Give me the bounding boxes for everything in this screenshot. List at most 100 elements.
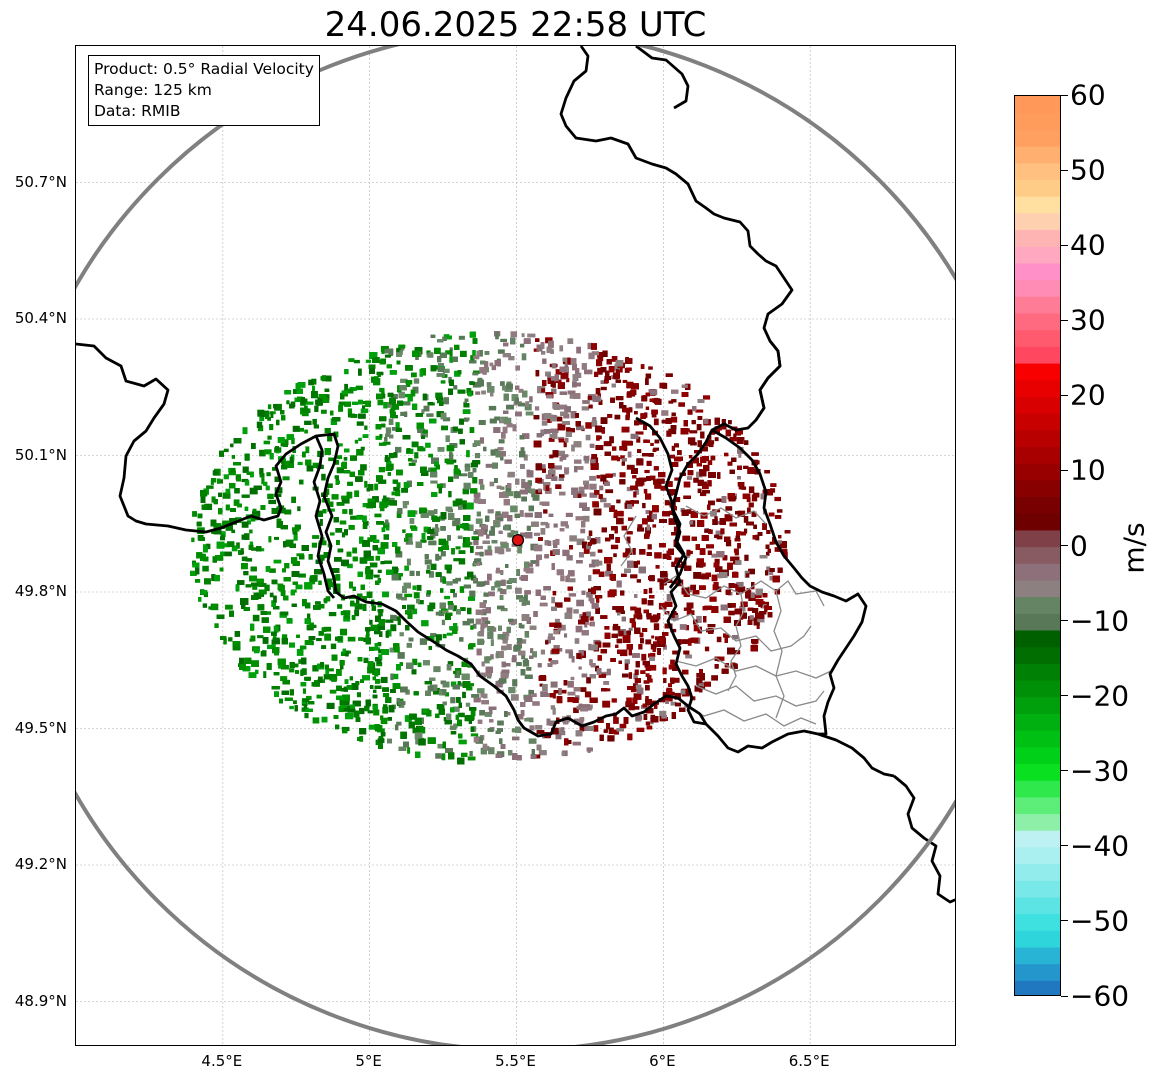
echo-bin [540, 528, 546, 535]
echo-bin [596, 359, 603, 367]
echo-bin [304, 420, 312, 425]
echo-bin [268, 536, 272, 543]
echo-bin [776, 509, 783, 513]
echo-bin [707, 460, 713, 465]
echo-bin [223, 474, 229, 480]
echo-bin [567, 338, 574, 344]
echo-bin [382, 693, 390, 698]
radar-map[interactable] [75, 45, 956, 1046]
echo-bin [748, 486, 755, 494]
echo-bin [452, 706, 460, 712]
echo-bin [611, 698, 617, 703]
echo-bin [766, 551, 770, 556]
echo-bin [619, 472, 626, 478]
echo-bin [421, 620, 429, 627]
echo-bin [658, 472, 666, 478]
echo-bin [746, 497, 751, 503]
echo-bin [386, 402, 393, 408]
echo-bin [481, 617, 489, 621]
echo-bin [710, 510, 717, 517]
echo-bin [595, 641, 602, 648]
echo-bin [321, 409, 327, 414]
echo-bin [429, 602, 436, 609]
echo-bin [435, 555, 442, 560]
echo-bin [267, 435, 272, 440]
echo-bin [485, 620, 491, 624]
echo-bin [441, 619, 446, 626]
echo-bin [259, 414, 265, 421]
echo-bin [559, 404, 568, 410]
echo-bin [478, 479, 484, 485]
echo-bin [289, 642, 295, 648]
echo-bin [305, 446, 310, 454]
echo-bin [530, 560, 536, 564]
echo-bin [670, 659, 675, 665]
echo-bin [609, 505, 615, 512]
echo-bin [562, 549, 570, 557]
echo-bin [351, 401, 359, 405]
echo-bin [521, 353, 527, 361]
echo-bin [449, 349, 453, 357]
echo-bin [459, 473, 468, 477]
echo-bin [420, 539, 427, 543]
echo-bin [602, 350, 608, 357]
echo-bin [707, 550, 712, 555]
echo-bin [550, 414, 557, 419]
echo-bin [330, 418, 338, 425]
echo-bin [682, 535, 691, 542]
echo-bin [473, 370, 480, 374]
echo-bin [634, 607, 642, 615]
echo-bin [584, 623, 588, 628]
echo-bin [548, 513, 554, 517]
echo-bin [413, 378, 420, 384]
echo-bin [362, 503, 368, 508]
echo-bin [591, 420, 598, 427]
echo-bin [745, 590, 752, 597]
echo-bin [703, 443, 711, 447]
echo-bin [555, 602, 563, 608]
echo-bin [347, 650, 351, 654]
echo-bin [540, 521, 548, 526]
echo-bin [603, 441, 612, 447]
echo-bin [274, 536, 279, 540]
echo-bin [673, 526, 678, 532]
echo-bin [709, 440, 715, 445]
echo-bin [298, 573, 306, 578]
echo-bin [711, 675, 718, 681]
echo-bin [393, 486, 399, 491]
echo-bin [344, 369, 349, 375]
echo-bin [774, 547, 778, 552]
echo-bin [337, 604, 343, 609]
echo-bin [622, 379, 628, 383]
echo-bin [473, 492, 481, 498]
echo-bin [588, 352, 595, 360]
echo-bin [302, 688, 306, 694]
echo-bin [589, 475, 597, 481]
echo-bin [554, 465, 562, 470]
echo-bin [630, 574, 638, 579]
echo-bin [728, 610, 735, 616]
echo-bin [553, 645, 560, 649]
echo-bin [336, 443, 343, 447]
echo-bin [423, 526, 429, 533]
echo-bin [600, 386, 607, 391]
echo-bin [390, 624, 397, 632]
echo-bin [582, 400, 590, 404]
echo-bin [578, 666, 582, 670]
echo-bin [671, 445, 676, 452]
echo-bin [309, 575, 318, 582]
echo-bin [709, 596, 717, 602]
echo-bin [404, 401, 411, 406]
echo-bin [521, 654, 526, 660]
echo-bin [353, 359, 360, 364]
echo-bin [652, 524, 657, 528]
echo-bin [583, 455, 590, 461]
echo-bin [470, 488, 478, 494]
echo-bin [643, 488, 648, 494]
echo-bin [562, 361, 566, 365]
echo-bin [744, 554, 749, 561]
echo-bin [242, 466, 249, 473]
echo-bin [629, 618, 636, 624]
echo-bin [637, 527, 645, 532]
echo-bin [535, 725, 543, 730]
